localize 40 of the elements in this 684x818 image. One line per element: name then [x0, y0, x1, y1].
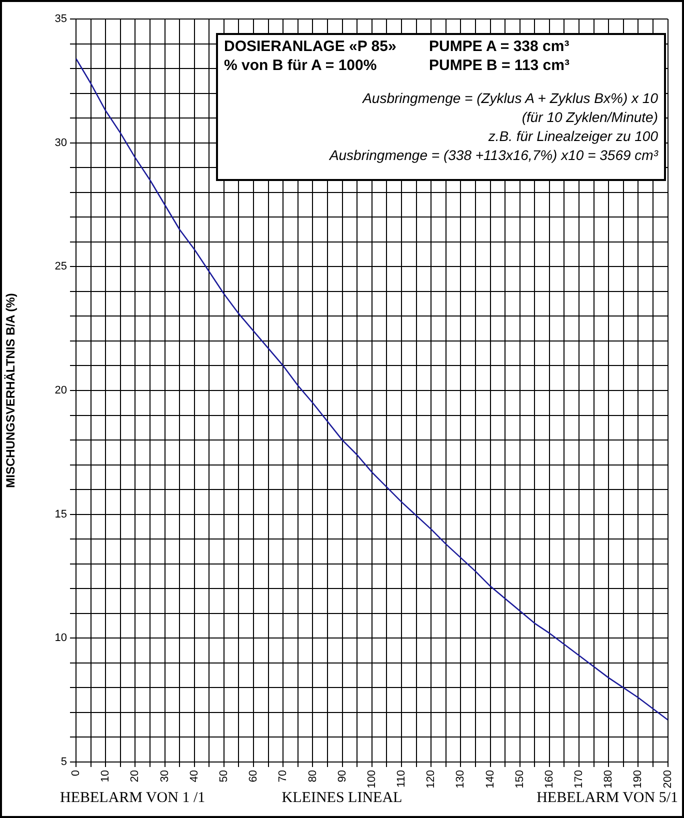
x-tick-label: 90	[336, 770, 348, 782]
y-tick-label: 5	[60, 756, 67, 768]
x-tick-label: 180	[602, 770, 615, 788]
x-tick-label: 170	[573, 770, 586, 788]
x-tick-label: 30	[158, 770, 171, 782]
x-tick-label: 100	[366, 770, 378, 788]
x-tick-label: 60	[248, 770, 260, 782]
annotation: % von B für A = 100%	[224, 56, 378, 75]
x-tick-label: 10	[100, 770, 112, 782]
x-tick-label: 0	[70, 770, 82, 776]
x-tick-label: 150	[514, 770, 526, 788]
annotation: PUMPE A = 338 cm³	[429, 37, 570, 56]
y-axis-title: MISCHUNGSVERHÄLTNIS B/A (%)	[4, 293, 18, 488]
x-tick-label: 110	[396, 770, 408, 788]
text: HEBELARM VON 1 /1	[60, 790, 206, 807]
x-tick-label: 140	[484, 770, 496, 788]
y-tick-label: 10	[54, 632, 67, 644]
x-tick-label: 20	[129, 770, 142, 782]
y-tick-label: 35	[54, 13, 67, 26]
text: HEBELARM VON 5/1	[536, 790, 678, 807]
x-tick-label: 160	[543, 770, 556, 788]
annotation: z.B. für Linealzeiger zu 100	[487, 127, 658, 146]
y-tick-label: 30	[54, 136, 67, 149]
x-tick-label: 80	[306, 770, 319, 782]
x-tick-label: 120	[425, 770, 438, 788]
x-tick-label: 130	[454, 770, 467, 788]
x-tick-label: 190	[632, 770, 644, 788]
annotation: (für 10 Zyklen/Minute)	[520, 108, 658, 127]
x-tick-label: 200	[662, 770, 674, 788]
x-tick-label: 40	[188, 770, 200, 782]
text: KLEINES LINEAL	[282, 790, 402, 807]
annotation: PUMPE B = 113 cm³	[429, 56, 570, 75]
y-tick-label: 25	[54, 260, 67, 273]
annotation: Ausbringmenge = (338 +113x16,7%) x10 = 3569 cm³	[328, 146, 658, 165]
annotation: DOSIERANLAGE «P 85»	[224, 37, 398, 56]
x-tick-label: 50	[218, 770, 230, 782]
y-tick-label: 15	[54, 508, 67, 520]
annotation: Ausbringmenge = (Zyklus A + Zyklus Bx%) x 10	[361, 89, 658, 108]
x-tick-label: 70	[277, 770, 290, 782]
y-tick-label: 20	[54, 384, 67, 397]
